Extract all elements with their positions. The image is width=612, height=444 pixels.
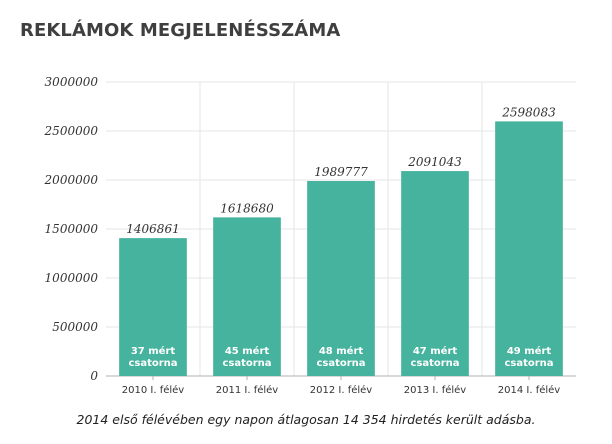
x-tick-label: 2014 I. félév — [498, 384, 561, 396]
y-tick-label: 0 — [90, 369, 98, 383]
bar-inner-label: csatorna — [410, 358, 459, 369]
bar-inner-label: 47 mért — [413, 345, 458, 357]
y-tick-label: 1500000 — [45, 222, 99, 236]
y-tick-label: 2500000 — [44, 124, 99, 138]
bar — [401, 171, 469, 376]
bar — [119, 238, 187, 376]
chart-caption: 2014 első félévében egy napon átlagosan … — [76, 412, 536, 427]
chart-title: REKLÁMOK MEGJELENÉSSZÁMA — [20, 20, 341, 41]
bar-value-label: 2598083 — [501, 105, 556, 119]
bar-value-label: 2091043 — [407, 155, 462, 169]
x-tick-label: 2011 I. félév — [216, 384, 279, 396]
bar — [495, 121, 563, 376]
x-tick-label: 2013 I. félév — [404, 384, 467, 396]
bar-inner-label: csatorna — [316, 358, 365, 369]
y-tick-label: 3000000 — [45, 75, 99, 89]
bar — [307, 181, 375, 376]
y-tick-label: 500000 — [52, 320, 98, 334]
bar-value-label: 1618680 — [220, 201, 274, 215]
bar-inner-label: csatorna — [128, 358, 177, 369]
y-tick-label: 2000000 — [44, 173, 99, 187]
x-tick-label: 2010 I. félév — [122, 384, 185, 396]
bar — [213, 217, 281, 376]
bar-inner-label: 45 mért — [225, 345, 270, 357]
bar-inner-label: csatorna — [504, 358, 553, 369]
bar-inner-label: 48 mért — [319, 345, 364, 357]
bar-value-label: 1406861 — [126, 222, 179, 236]
bar-value-label: 1989777 — [314, 165, 368, 179]
x-tick-label: 2012 I. félév — [310, 384, 373, 396]
bar-inner-label: 49 mért — [507, 345, 552, 357]
y-tick-label: 1000000 — [45, 271, 99, 285]
bar-inner-label: 37 mért — [131, 345, 176, 357]
bar-inner-label: csatorna — [222, 358, 271, 369]
